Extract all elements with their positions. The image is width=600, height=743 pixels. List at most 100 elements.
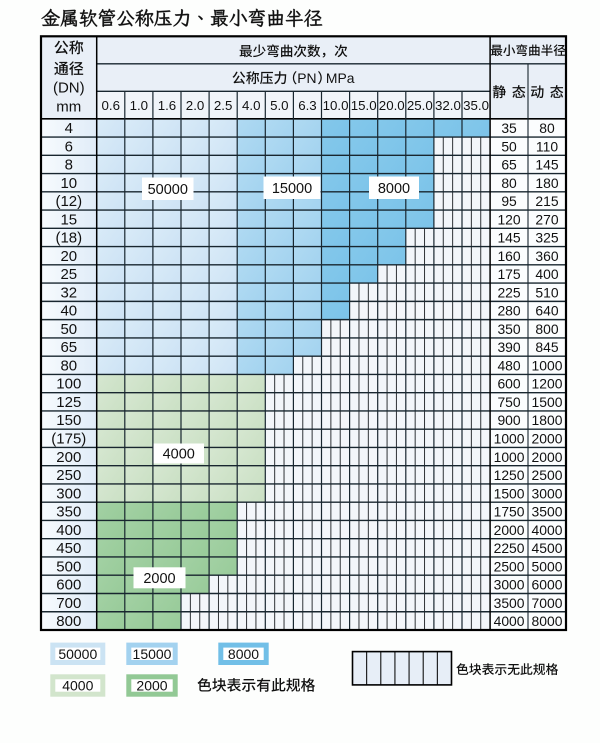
- svg-text:5000: 5000: [532, 558, 563, 574]
- svg-text:125: 125: [56, 394, 81, 411]
- svg-text:50000: 50000: [148, 182, 188, 198]
- svg-text:(12): (12): [55, 193, 82, 210]
- svg-text:2.5: 2.5: [214, 98, 233, 113]
- svg-text:360: 360: [535, 248, 558, 264]
- svg-text:(DN): (DN): [53, 80, 85, 97]
- svg-text:4000: 4000: [62, 678, 93, 694]
- svg-text:7000: 7000: [532, 595, 563, 611]
- svg-text:145: 145: [535, 157, 558, 173]
- svg-text:800: 800: [535, 321, 558, 337]
- svg-text:110: 110: [536, 138, 558, 154]
- svg-text:65: 65: [501, 157, 517, 173]
- svg-text:10: 10: [60, 175, 77, 192]
- svg-text:175: 175: [497, 266, 520, 282]
- svg-text:500: 500: [56, 558, 81, 575]
- svg-text:2000: 2000: [136, 678, 167, 694]
- svg-text:15000: 15000: [133, 646, 172, 662]
- svg-text:270: 270: [535, 211, 558, 227]
- svg-text:350: 350: [56, 504, 81, 521]
- svg-text:32: 32: [60, 284, 77, 301]
- svg-text:225: 225: [497, 284, 520, 300]
- svg-text:900: 900: [497, 412, 520, 428]
- svg-text:845: 845: [535, 339, 558, 355]
- svg-text:(175): (175): [51, 431, 86, 448]
- svg-text:40: 40: [60, 303, 77, 320]
- svg-text:325: 325: [535, 230, 558, 246]
- svg-text:1000: 1000: [532, 357, 563, 373]
- svg-text:80: 80: [501, 175, 517, 191]
- svg-text:510: 510: [535, 284, 558, 300]
- svg-text:4000: 4000: [532, 522, 563, 538]
- svg-text:300: 300: [56, 485, 81, 502]
- svg-text:8000: 8000: [532, 613, 563, 629]
- svg-text:15000: 15000: [272, 181, 312, 197]
- svg-text:3000: 3000: [532, 485, 563, 501]
- svg-text:35.0: 35.0: [463, 98, 489, 113]
- svg-text:mm: mm: [56, 99, 81, 116]
- svg-text:4000: 4000: [494, 613, 525, 629]
- svg-text:215: 215: [535, 193, 558, 209]
- svg-text:600: 600: [56, 577, 81, 594]
- svg-text:6000: 6000: [532, 577, 563, 593]
- svg-text:180: 180: [535, 175, 558, 191]
- svg-text:(18): (18): [55, 230, 82, 247]
- svg-text:20.0: 20.0: [379, 98, 405, 113]
- svg-text:3500: 3500: [532, 504, 563, 520]
- svg-text:20: 20: [60, 248, 77, 265]
- svg-text:800: 800: [56, 613, 81, 630]
- svg-text:145: 145: [497, 230, 520, 246]
- svg-text:1.6: 1.6: [158, 98, 177, 113]
- svg-text:640: 640: [535, 303, 558, 319]
- svg-text:8000: 8000: [228, 646, 259, 662]
- svg-text:25: 25: [60, 266, 77, 283]
- svg-text:350: 350: [497, 321, 520, 337]
- svg-text:400: 400: [56, 522, 81, 539]
- svg-text:2500: 2500: [532, 467, 563, 483]
- svg-text:2250: 2250: [494, 540, 525, 556]
- svg-text:0.6: 0.6: [102, 98, 121, 113]
- svg-text:50000: 50000: [58, 646, 97, 662]
- svg-text:2000: 2000: [532, 431, 563, 447]
- svg-text:750: 750: [497, 394, 520, 410]
- svg-text:390: 390: [497, 339, 520, 355]
- svg-text:80: 80: [539, 120, 555, 136]
- svg-text:35: 35: [501, 120, 517, 136]
- svg-text:480: 480: [497, 357, 520, 373]
- svg-text:95: 95: [501, 193, 517, 209]
- svg-text:25.0: 25.0: [407, 98, 433, 113]
- svg-text:1200: 1200: [532, 376, 563, 392]
- svg-text:PN: PN: [297, 70, 316, 86]
- svg-text:65: 65: [60, 339, 77, 356]
- svg-text:2.0: 2.0: [186, 98, 205, 113]
- svg-text:1250: 1250: [494, 467, 525, 483]
- svg-text:3500: 3500: [494, 595, 525, 611]
- svg-text:250: 250: [56, 467, 81, 484]
- svg-text:50: 50: [501, 138, 517, 154]
- svg-text:5.0: 5.0: [270, 98, 289, 113]
- svg-text:4000: 4000: [163, 447, 195, 463]
- svg-text:8: 8: [65, 157, 73, 174]
- svg-text:1750: 1750: [494, 504, 525, 520]
- svg-text:32.0: 32.0: [435, 98, 461, 113]
- svg-text:3000: 3000: [494, 577, 525, 593]
- svg-text:600: 600: [497, 376, 520, 392]
- svg-text:4.0: 4.0: [242, 98, 261, 113]
- svg-text:4: 4: [65, 120, 73, 137]
- svg-text:1500: 1500: [494, 485, 525, 501]
- svg-text:8000: 8000: [378, 181, 410, 197]
- svg-text:80: 80: [60, 357, 77, 374]
- svg-text:160: 160: [497, 248, 520, 264]
- svg-text:50: 50: [60, 321, 77, 338]
- svg-text:700: 700: [56, 595, 81, 612]
- svg-text:4500: 4500: [532, 540, 563, 556]
- svg-text:15.0: 15.0: [351, 98, 377, 113]
- svg-text:1800: 1800: [532, 412, 563, 428]
- svg-text:280: 280: [497, 303, 520, 319]
- svg-text:1.0: 1.0: [130, 98, 149, 113]
- svg-text:2000: 2000: [494, 522, 525, 538]
- svg-text:2000: 2000: [143, 571, 175, 587]
- svg-text:10.0: 10.0: [323, 98, 349, 113]
- svg-text:15: 15: [60, 211, 77, 228]
- svg-text:1000: 1000: [494, 431, 525, 447]
- svg-text:2000: 2000: [532, 449, 563, 465]
